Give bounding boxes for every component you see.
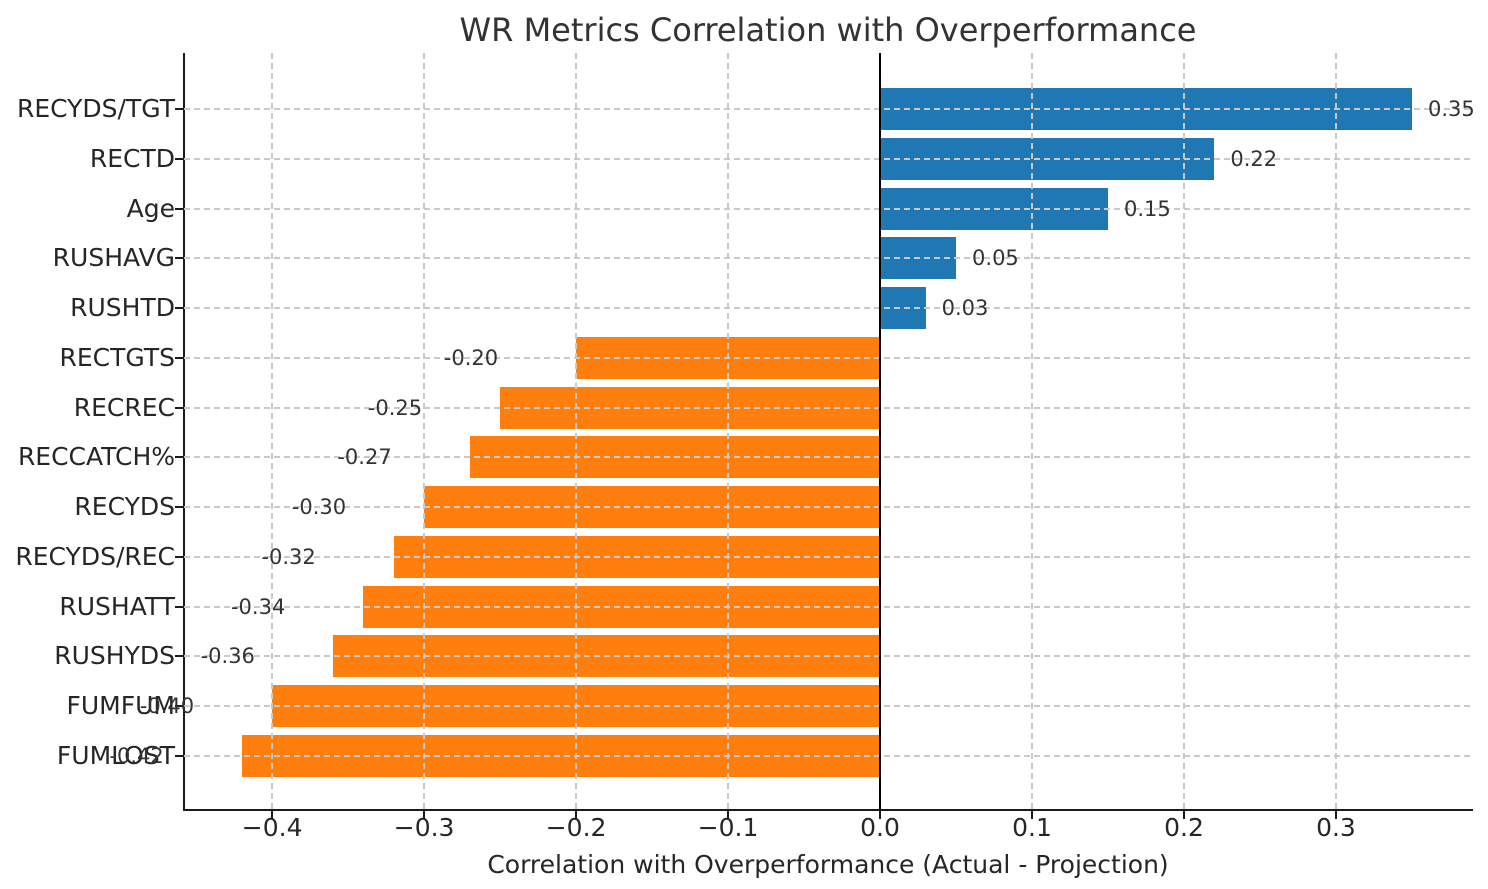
x-axis-label: Correlation with Overperformance (Actual… bbox=[487, 850, 1169, 879]
gridline-horizontal bbox=[184, 207, 1472, 210]
bar-value-label: 0.22 bbox=[1230, 146, 1278, 171]
x-tick-label: 0.1 bbox=[1012, 813, 1052, 842]
gridline-horizontal bbox=[184, 506, 1472, 509]
gridline-horizontal bbox=[184, 356, 1472, 359]
x-tick-label: −0.4 bbox=[241, 813, 303, 842]
category-label: RUSHYDS bbox=[54, 641, 175, 671]
gridline-horizontal bbox=[184, 456, 1472, 459]
category-label: RUSHTD bbox=[70, 293, 175, 323]
y-tick-mark bbox=[175, 356, 184, 359]
x-tick-label: 0.3 bbox=[1316, 813, 1356, 842]
category-label: RECYDS/TGT bbox=[16, 94, 175, 123]
bar-value-label: -0.25 bbox=[367, 395, 423, 420]
bar-value-label: -0.27 bbox=[337, 445, 392, 470]
x-tick-label: −0.2 bbox=[545, 813, 607, 842]
y-tick-mark bbox=[175, 506, 184, 509]
gridline-horizontal bbox=[184, 605, 1472, 608]
bar-value-label: -0.20 bbox=[443, 345, 499, 370]
bar-value-label: 0.03 bbox=[941, 296, 989, 321]
x-tick-mark bbox=[423, 811, 426, 819]
y-tick-mark bbox=[175, 257, 184, 260]
x-tick-label: 0.0 bbox=[860, 813, 900, 842]
y-tick-mark bbox=[175, 207, 184, 210]
gridline-horizontal bbox=[184, 406, 1472, 409]
gridline-vertical bbox=[727, 53, 730, 809]
gridline-horizontal bbox=[184, 705, 1472, 708]
x-tick-label: −0.3 bbox=[393, 813, 455, 842]
gridline-vertical bbox=[423, 53, 426, 809]
x-tick-mark bbox=[1183, 811, 1185, 819]
y-tick-mark bbox=[175, 705, 184, 708]
bar-value-label: -0.36 bbox=[200, 644, 255, 669]
gridline-vertical bbox=[1183, 53, 1185, 809]
y-tick-mark bbox=[175, 605, 184, 608]
gridline-vertical bbox=[271, 53, 274, 809]
y-tick-mark bbox=[175, 406, 184, 409]
category-label: RECYDS bbox=[74, 492, 175, 522]
y-tick-mark bbox=[175, 108, 184, 110]
x-tick-mark bbox=[879, 811, 882, 819]
gridline-horizontal bbox=[184, 108, 1472, 110]
bar-value-label: -0.40 bbox=[139, 694, 195, 719]
y-tick-mark bbox=[175, 755, 184, 757]
bar-value-label: -0.42 bbox=[109, 744, 164, 768]
y-tick-mark bbox=[175, 555, 184, 558]
category-label: FUMFUM bbox=[66, 691, 176, 721]
category-label: RECTD bbox=[89, 143, 175, 173]
x-tick-mark bbox=[1031, 811, 1034, 819]
x-axis-spine bbox=[183, 809, 1473, 811]
gridline-horizontal bbox=[184, 655, 1472, 658]
gridline-horizontal bbox=[184, 755, 1472, 757]
category-label: RECREC bbox=[73, 392, 175, 422]
x-tick-label: 0.2 bbox=[1164, 813, 1204, 842]
bar-value-label: 0.05 bbox=[972, 246, 1019, 271]
y-axis-spine bbox=[183, 53, 185, 811]
x-tick-mark bbox=[575, 811, 578, 819]
gridline-horizontal bbox=[184, 257, 1472, 260]
y-tick-mark bbox=[175, 655, 184, 658]
category-label: RECCATCH% bbox=[17, 442, 175, 472]
gridline-vertical bbox=[1334, 53, 1337, 809]
x-tick-mark bbox=[1334, 811, 1337, 819]
gridline-horizontal bbox=[184, 307, 1472, 310]
x-tick-label: −0.1 bbox=[697, 813, 759, 842]
y-tick-mark bbox=[175, 157, 184, 160]
bar-value-label: 0.15 bbox=[1124, 196, 1171, 221]
category-label: FUMLOST bbox=[56, 741, 175, 770]
category-label: RUSHATT bbox=[59, 591, 175, 621]
category-label: Age bbox=[126, 193, 175, 223]
gridline-vertical bbox=[1031, 53, 1034, 809]
gridline-horizontal bbox=[184, 555, 1472, 558]
zero-reference-line bbox=[879, 53, 882, 809]
bar-value-label: 0.35 bbox=[1427, 97, 1475, 121]
gridline-horizontal bbox=[184, 157, 1472, 160]
category-label: RUSHAVG bbox=[52, 243, 175, 273]
bar-value-label: -0.30 bbox=[291, 495, 347, 520]
category-label: RECTGTS bbox=[59, 342, 175, 372]
gridline-vertical bbox=[575, 53, 578, 809]
bar-value-label: -0.34 bbox=[230, 594, 286, 619]
category-label: RECYDS/REC bbox=[15, 541, 175, 571]
chart-title: WR Metrics Correlation with Overperforma… bbox=[459, 11, 1197, 49]
y-tick-mark bbox=[175, 307, 184, 310]
y-tick-mark bbox=[175, 456, 184, 459]
x-tick-mark bbox=[271, 811, 274, 819]
bar-value-label: -0.32 bbox=[261, 544, 316, 569]
x-tick-mark bbox=[727, 811, 730, 819]
